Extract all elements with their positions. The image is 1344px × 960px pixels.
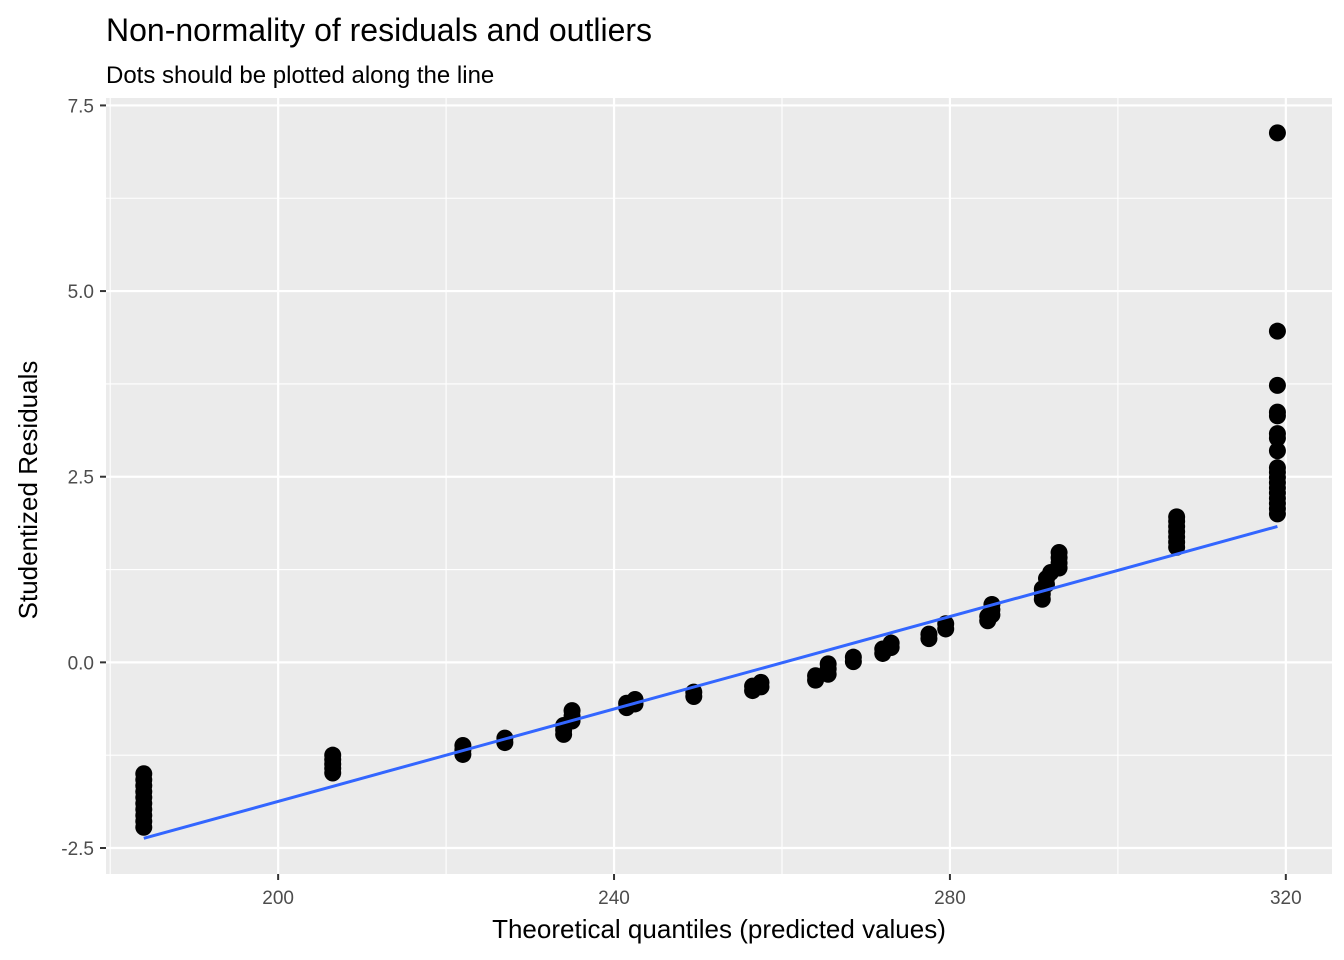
reference-line: [143, 525, 1278, 840]
y-tick-label: -2.5: [61, 839, 94, 860]
y-tick-label: 0.0: [68, 653, 94, 674]
residual-point: [324, 764, 342, 782]
x-tick-label: 280: [934, 888, 966, 909]
residual-point: [844, 653, 862, 671]
residual-point: [1268, 442, 1286, 460]
x-tick-label: 200: [262, 888, 294, 909]
residual-point: [1268, 376, 1286, 394]
residual-point: [685, 688, 703, 706]
residual-point: [135, 818, 153, 836]
chart-title: Non-normality of residuals and outliers: [106, 12, 652, 48]
x-tick-label: 240: [598, 888, 630, 909]
residual-point: [1268, 124, 1286, 142]
x-axis-title: Theoretical quantiles (predicted values): [492, 914, 946, 944]
y-tick-labels: -2.5 0.0 2.5 5.0 7.5: [61, 96, 94, 860]
residual-point: [1268, 403, 1286, 421]
axis-ticks: [100, 104, 1287, 880]
x-tick-labels: 200 240 280 320: [262, 888, 1301, 909]
minor-grid: [106, 98, 1332, 874]
residual-point: [882, 639, 900, 657]
y-tick-label: 2.5: [68, 468, 94, 489]
residual-point: [1050, 543, 1068, 561]
major-grid: [106, 98, 1332, 874]
residual-point: [807, 671, 825, 689]
residual-point: [1168, 508, 1186, 526]
residual-point: [752, 678, 770, 696]
y-tick-label: 5.0: [68, 282, 94, 303]
residual-point: [983, 606, 1001, 624]
plot-panel: [106, 98, 1332, 874]
residual-point: [920, 630, 938, 648]
y-tick-label: 7.5: [68, 96, 94, 117]
x-tick-label: 320: [1270, 888, 1302, 909]
residual-point: [937, 620, 955, 638]
residual-point: [1268, 322, 1286, 340]
residual-point: [555, 725, 573, 743]
residual-point: [1268, 459, 1286, 477]
y-axis-title: Studentized Residuals: [13, 361, 43, 620]
residual-point: [1268, 425, 1286, 443]
residual-point: [819, 665, 837, 683]
chart-subtitle: Dots should be plotted along the line: [106, 62, 494, 89]
